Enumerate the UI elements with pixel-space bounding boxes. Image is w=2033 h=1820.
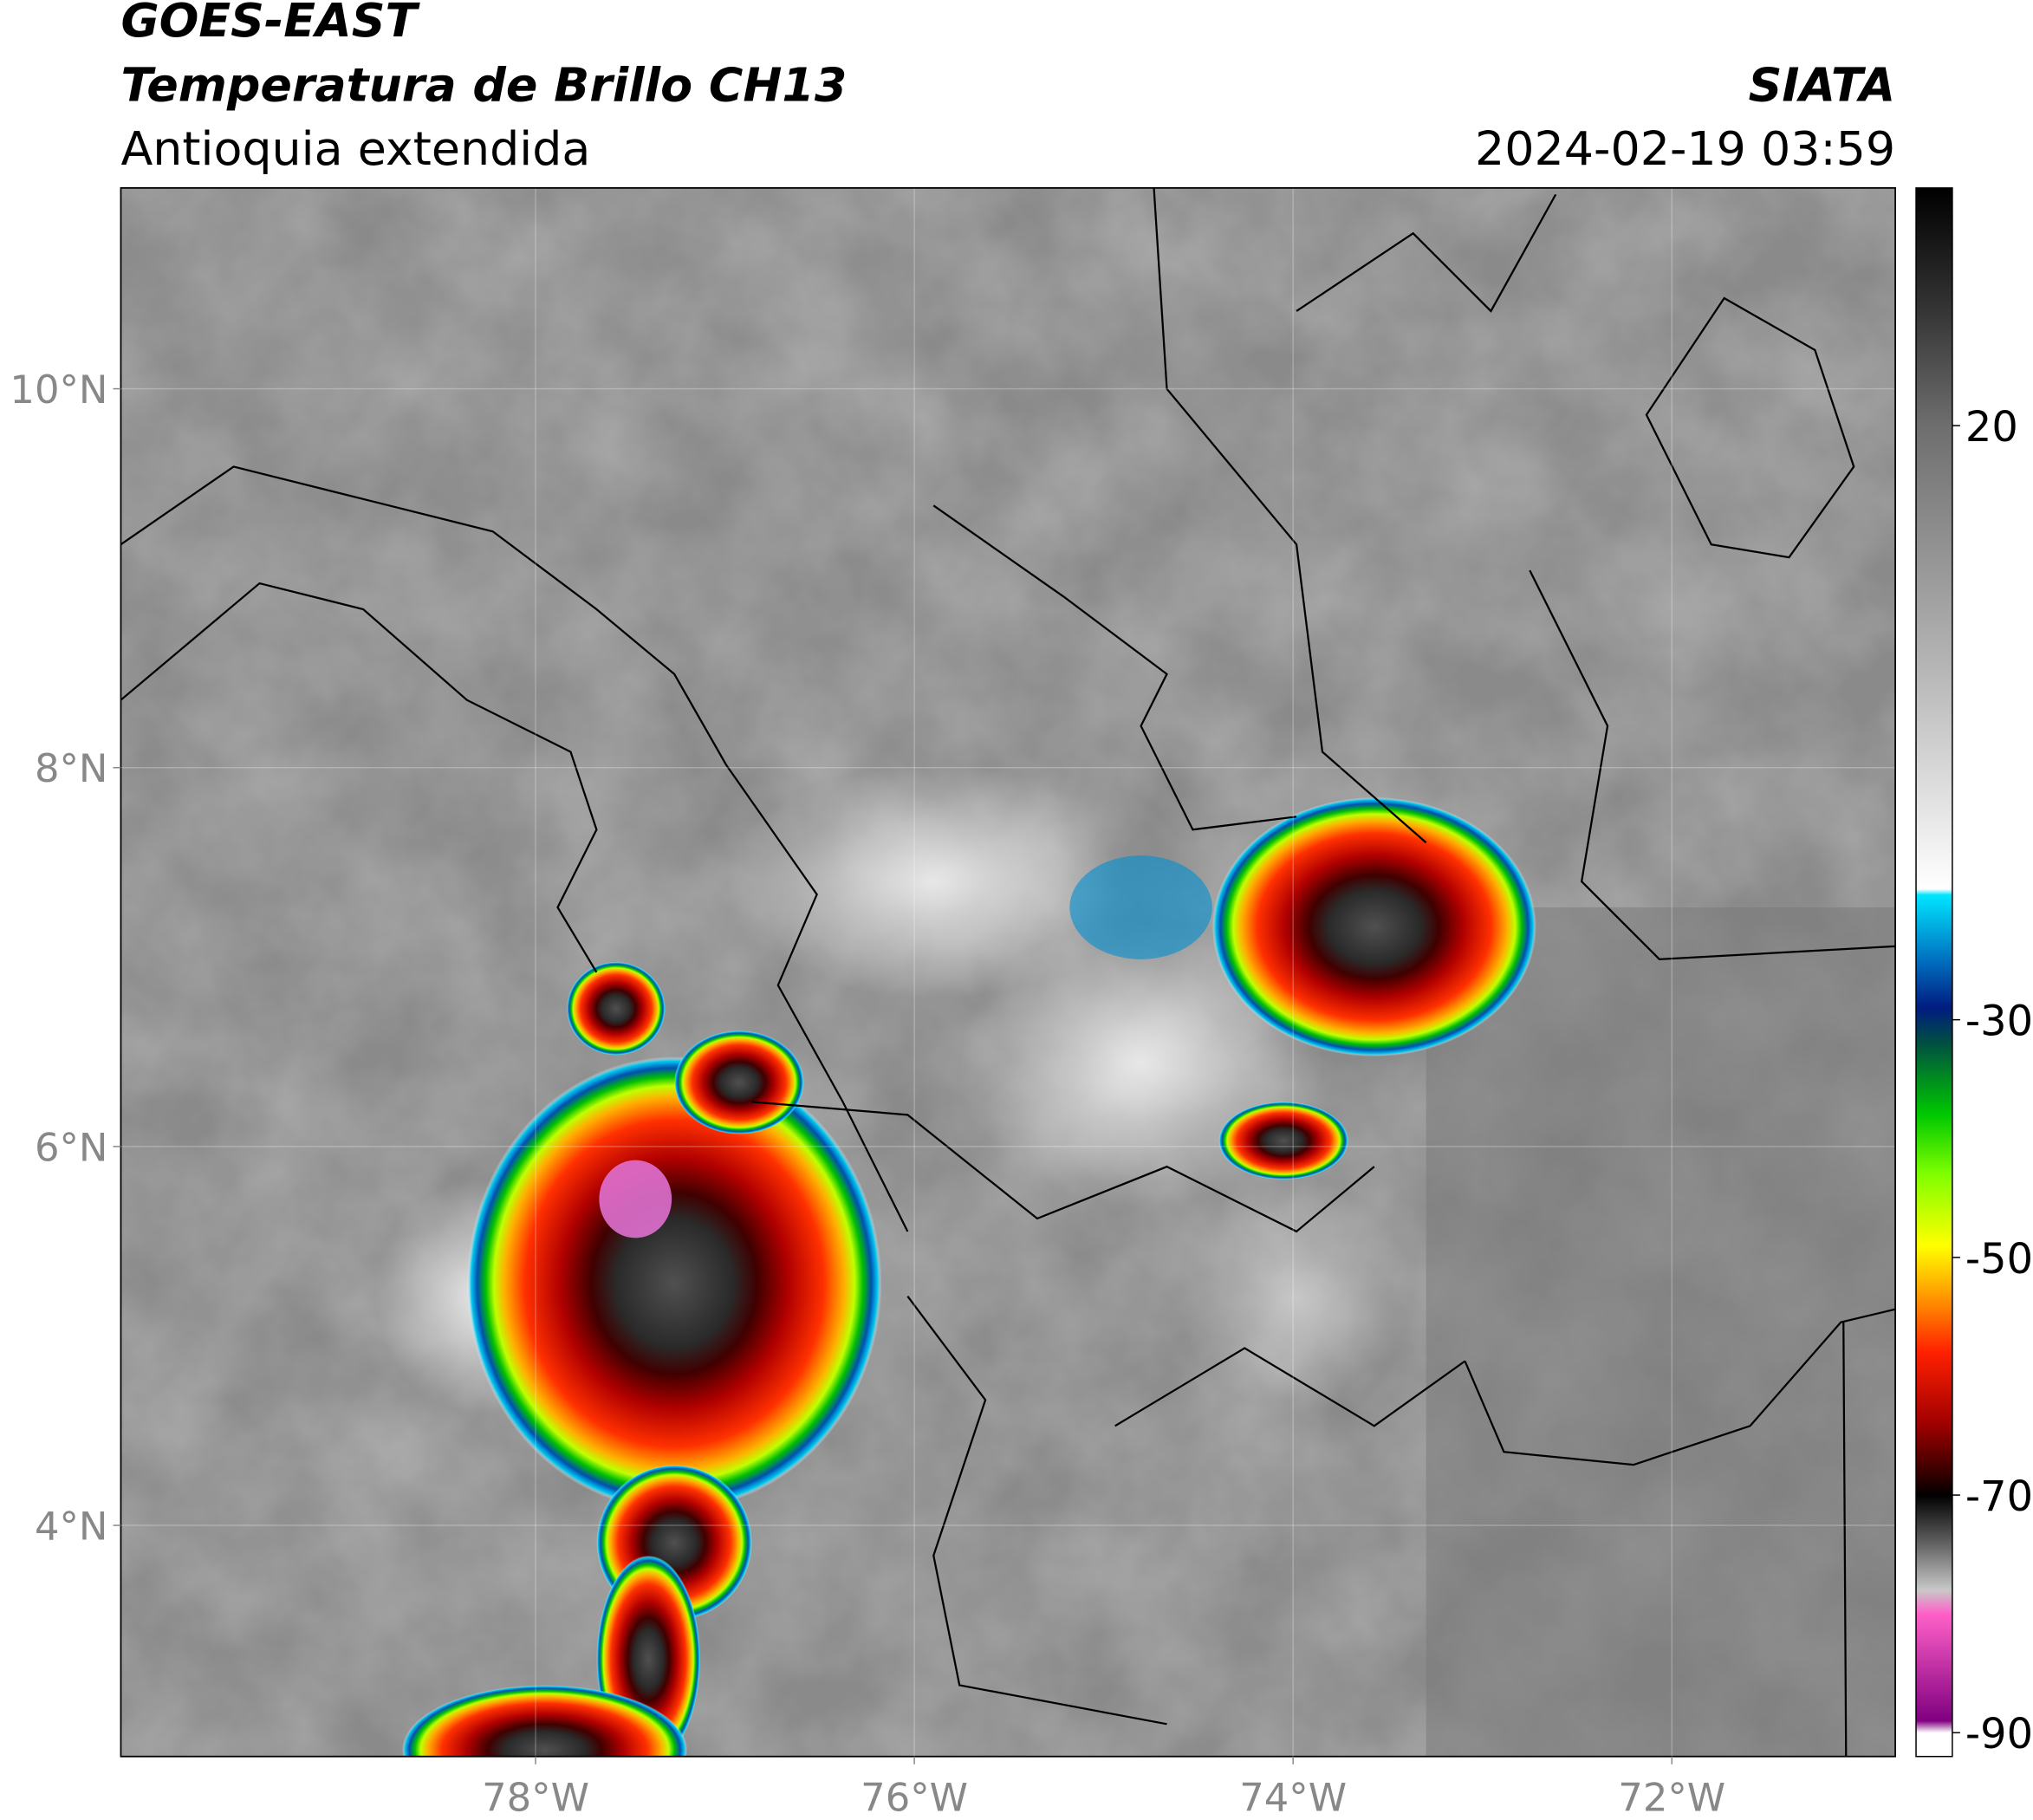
- y-tick-label: 4°N: [35, 1503, 108, 1549]
- y-tick-label: 10°N: [10, 367, 107, 413]
- source: SIATA: [1749, 58, 1896, 113]
- y-tick-label: 8°N: [35, 745, 108, 791]
- colorbar-tick-label: 20: [1965, 404, 2018, 452]
- x-tick-label: 74°W: [1239, 1775, 1347, 1820]
- colorbar-tick-label: -50: [1965, 1236, 2033, 1284]
- x-tick-label: 72°W: [1618, 1775, 1725, 1820]
- y-tick-label: 6°N: [35, 1124, 108, 1170]
- x-tick-label: 78°W: [482, 1775, 589, 1820]
- title: GOES-EAST: [120, 0, 420, 48]
- x-tick-label: 76°W: [861, 1775, 968, 1820]
- colorbar: [1915, 187, 1953, 1758]
- datetime: 2024-02-19 03:59: [1475, 121, 1895, 176]
- colorbar-tick-label: -90: [1965, 1711, 2033, 1758]
- map-image: [120, 187, 1896, 1757]
- map-frame: [120, 186, 1896, 1758]
- colorbar-tick-label: -70: [1965, 1473, 2033, 1521]
- subtitle: Temperatura de Brillo CH13: [120, 58, 847, 113]
- region: Antioquia extendida: [120, 121, 590, 176]
- colorbar-tick-label: -30: [1965, 998, 2033, 1046]
